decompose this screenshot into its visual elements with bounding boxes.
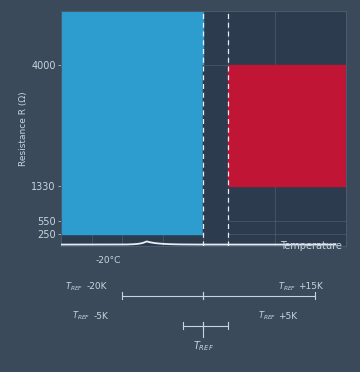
- Text: +15K: +15K: [298, 282, 323, 291]
- Y-axis label: Resistance R (Ω): Resistance R (Ω): [19, 91, 28, 166]
- Text: -20°C: -20°C: [95, 256, 121, 265]
- Bar: [61, 11, 203, 234]
- Polygon shape: [203, 65, 228, 234]
- Text: -5K: -5K: [94, 312, 108, 321]
- Text: $T_{REF}$: $T_{REF}$: [65, 280, 83, 293]
- Text: $T_{REF}$: $T_{REF}$: [193, 339, 214, 353]
- Text: Temperature: Temperature: [280, 241, 342, 250]
- Text: -20K: -20K: [86, 282, 107, 291]
- Text: $T_{REF}$: $T_{REF}$: [72, 310, 90, 323]
- Text: $T_{REF}$: $T_{REF}$: [278, 280, 296, 293]
- Text: $T_{REF}$: $T_{REF}$: [258, 310, 276, 323]
- Bar: [228, 65, 346, 186]
- Text: +5K: +5K: [278, 312, 297, 321]
